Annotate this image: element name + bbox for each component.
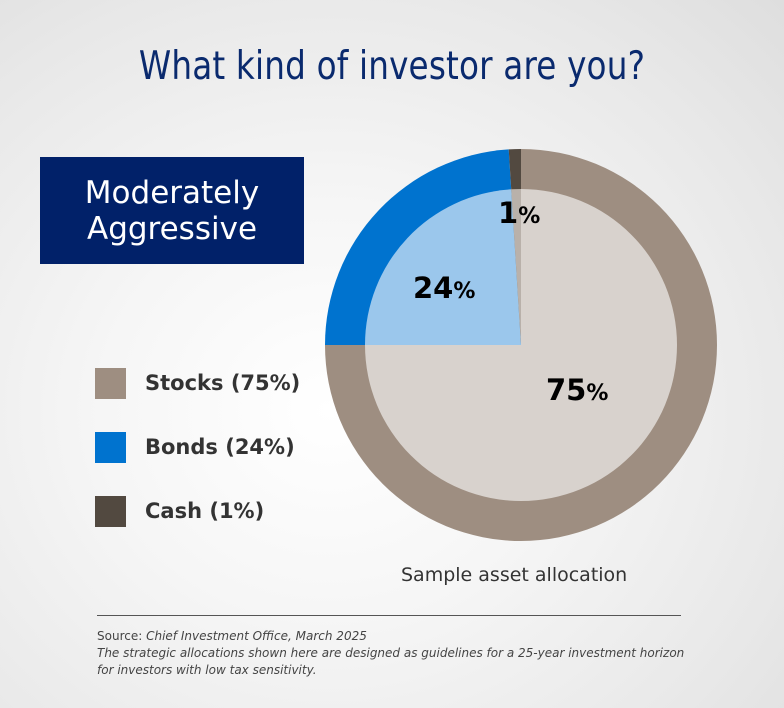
chart-caption: Sample asset allocation (401, 564, 628, 586)
divider (97, 615, 681, 616)
footnote: Source: Chief Investment Office, March 2… (97, 628, 697, 679)
cash-swatch-icon (95, 495, 126, 527)
legend-label: Bonds (24%) (145, 435, 295, 459)
legend-item-bonds: Bonds (24%) (95, 431, 295, 463)
source-line: Source: Chief Investment Office, March 2… (97, 629, 367, 643)
profile-line-1: Moderately (84, 174, 260, 211)
legend-item-stocks: Stocks (75%) (95, 367, 300, 399)
legend-label: Stocks (75%) (145, 371, 301, 395)
profile-line-2: Aggressive (86, 210, 258, 247)
page-title: What kind of investor are you? (138, 44, 646, 89)
cash-inner (511, 188, 521, 345)
cash-value-label: 1% (498, 196, 541, 230)
bonds-value-label: 24% (413, 271, 476, 305)
stocks-swatch-icon (95, 367, 126, 399)
bonds-inner (365, 189, 521, 345)
legend-item-cash: Cash (1%) (95, 495, 264, 527)
investor-profile-badge: Moderately Aggressive (40, 157, 304, 264)
footnote-note: The strategic allocations shown here are… (97, 646, 685, 677)
legend-label: Cash (1%) (145, 499, 265, 523)
bonds-swatch-icon (95, 431, 126, 463)
stocks-value-label: 75% (546, 373, 609, 407)
